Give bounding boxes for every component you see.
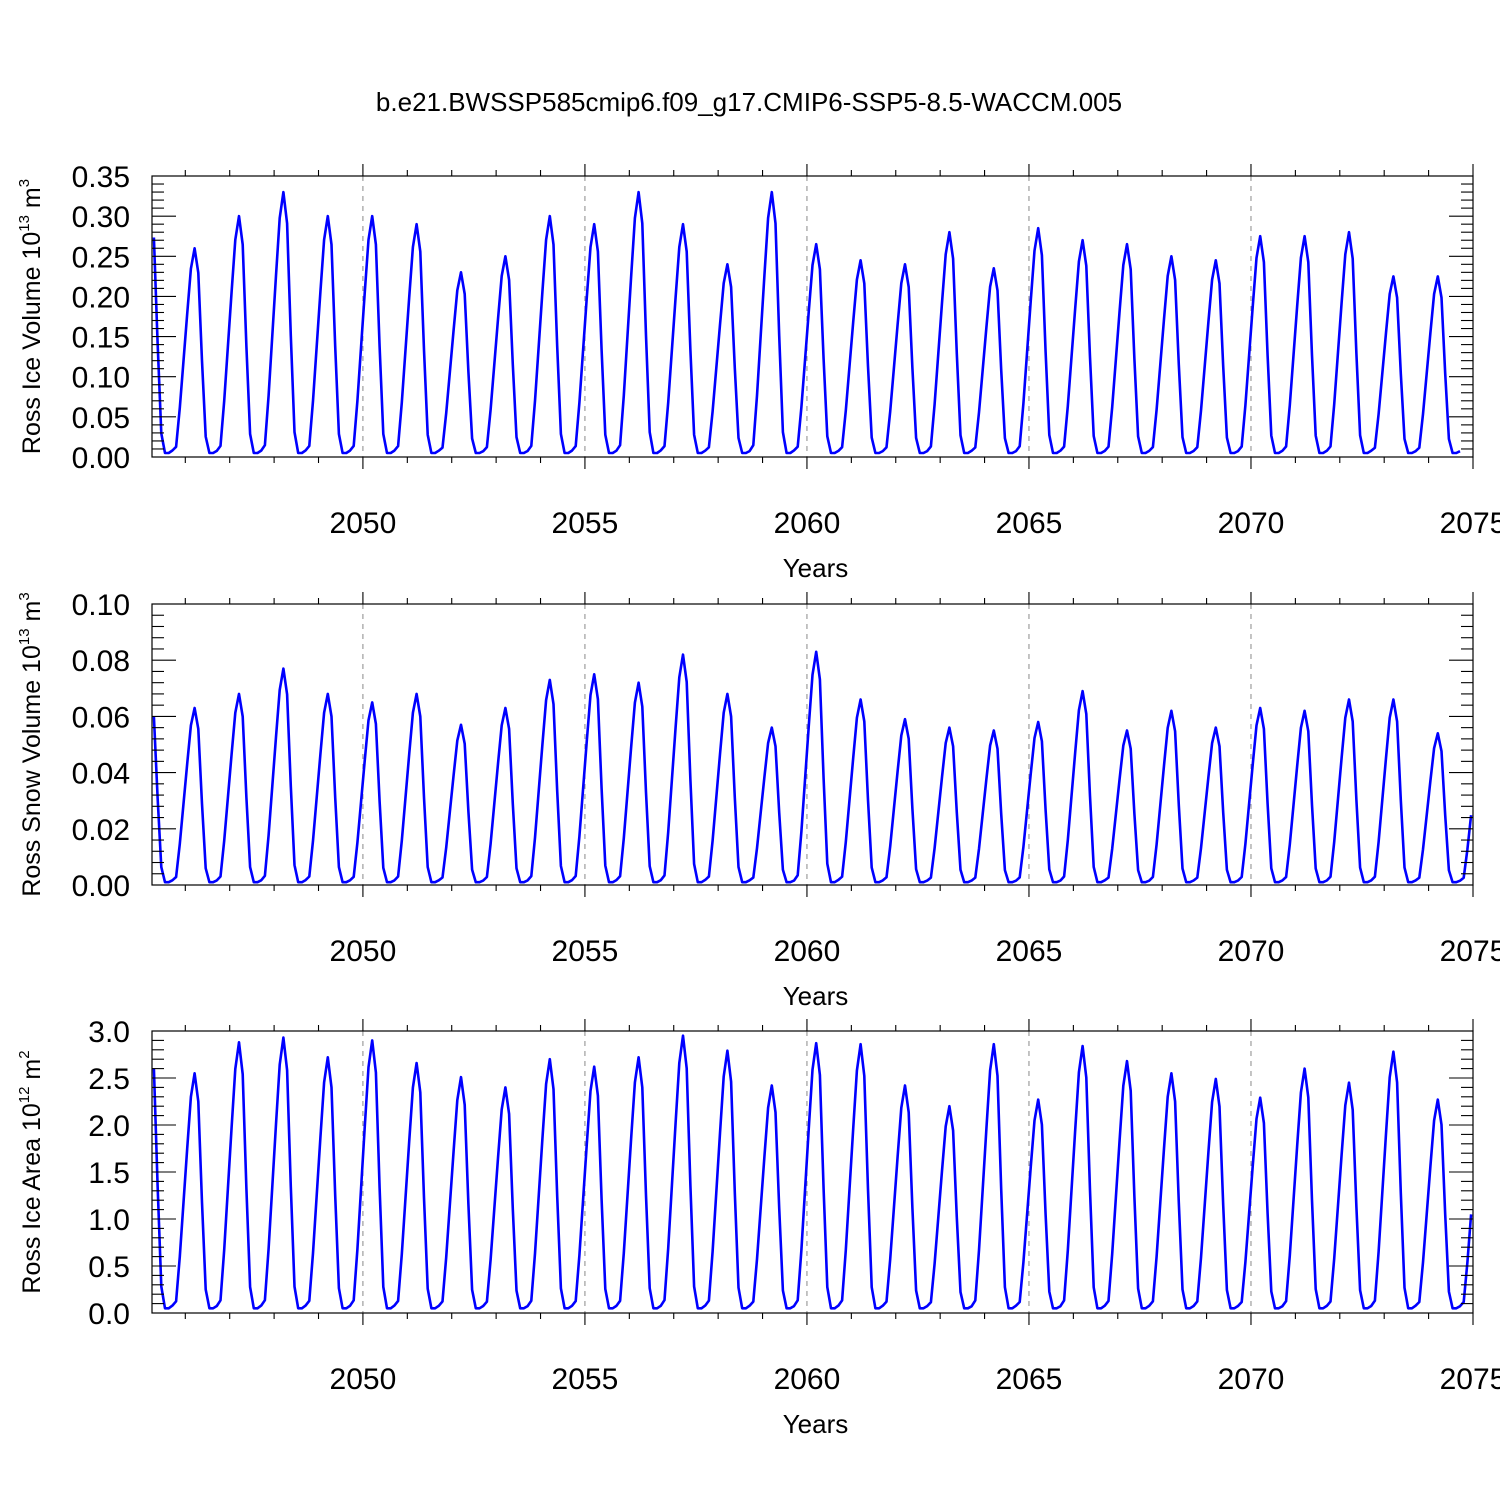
y-tick-label: 2.5: [88, 1063, 130, 1096]
x-tick-label: 2050: [330, 507, 397, 540]
x-tick-label: 2065: [996, 1363, 1063, 1396]
y-axis-label-unit-exponent: 2: [16, 1050, 33, 1058]
y-tick-label: 0.02: [72, 814, 130, 847]
y-axis-label: Ross Ice Area 1012 m2: [16, 1050, 46, 1293]
x-tick-label: 2055: [552, 935, 619, 968]
data-series-line: [152, 1034, 1473, 1310]
x-tick-label: 2060: [774, 507, 841, 540]
x-tick-label: 2060: [774, 1363, 841, 1396]
y-axis-label-exponent: 13: [16, 628, 33, 645]
x-tick-label: 2050: [330, 935, 397, 968]
y-tick-label: 2.0: [88, 1110, 130, 1143]
y-tick-label: 0.10: [72, 589, 130, 622]
ice-area-panel: 2050 2055 2060 2065 2070 2075 0.0 0.5 1.0 1.5 2.0 2…: [16, 1016, 1500, 1439]
y-tick-label: 3.0: [88, 1016, 130, 1049]
data-series-line: [152, 190, 1461, 455]
x-tick-label: 2055: [552, 1363, 619, 1396]
y-tick-label: 0.0: [88, 1298, 130, 1331]
plot-frame: [151, 603, 1474, 886]
x-tick-label: 2050: [330, 1363, 397, 1396]
x-tick-label: 2070: [1218, 1363, 1285, 1396]
y-tick-label: 0.06: [72, 701, 130, 734]
x-tick-label: 2055: [552, 507, 619, 540]
y-axis-label-unit: m: [18, 601, 46, 629]
x-axis-label: Years: [783, 553, 849, 583]
x-tick-label: 2060: [774, 935, 841, 968]
y-axis-label-unit: m: [18, 187, 46, 215]
x-tick-label: 2075: [1440, 1363, 1500, 1396]
y-axis-label-text: Ross Ice Area 10: [18, 1103, 46, 1293]
y-tick-label: 0.20: [72, 281, 130, 314]
y-tick-label: 0.00: [72, 870, 130, 903]
y-tick-label: 0.00: [72, 442, 130, 475]
y-axis-label-unit-exponent: 3: [16, 179, 33, 187]
y-tick-label: 1.5: [88, 1157, 130, 1190]
y-axis-label-exponent: 13: [16, 215, 33, 232]
y-axis-label-exponent: 12: [16, 1087, 33, 1104]
y-tick-label: 0.5: [88, 1251, 130, 1284]
snow-volume-panel: 2050 2055 2060 2065 2070 2075 0.00 0.02 0.04 0.06…: [16, 589, 1500, 1011]
y-tick-label: 0.08: [72, 645, 130, 678]
x-tick-label: 2070: [1218, 507, 1285, 540]
plot-frame: [151, 175, 1474, 458]
figure-title: b.e21.BWSSP585cmip6.f09_g17.CMIP6-SSP5-8…: [376, 87, 1122, 117]
x-axis-label: Years: [783, 981, 849, 1011]
y-axis-label-unit-exponent: 3: [16, 592, 33, 600]
x-tick-label: 2065: [996, 935, 1063, 968]
y-axis-label-text: Ross Ice Volume 10: [18, 232, 46, 454]
y-tick-label: 0.10: [72, 362, 130, 395]
y-tick-label: 0.04: [72, 758, 130, 791]
x-axis-label: Years: [783, 1409, 849, 1439]
y-tick-label: 0.25: [72, 241, 130, 274]
data-series-line: [152, 650, 1473, 884]
y-tick-label: 0.35: [72, 161, 130, 194]
x-tick-label: 2065: [996, 507, 1063, 540]
x-tick-label: 2075: [1440, 507, 1500, 540]
y-tick-label: 1.0: [88, 1204, 130, 1237]
y-tick-label: 0.05: [72, 402, 130, 435]
ice-volume-panel: 2050 2055 2060 2065 2070 2075 0.00 0.05 0.10 0.15…: [16, 161, 1500, 583]
y-tick-label: 0.15: [72, 322, 130, 355]
x-tick-label: 2070: [1218, 935, 1285, 968]
y-axis-label: Ross Ice Volume 1013 m3: [16, 179, 46, 454]
y-axis-label-unit: m: [18, 1059, 46, 1087]
y-tick-label: 0.30: [72, 201, 130, 234]
x-tick-label: 2075: [1440, 935, 1500, 968]
y-axis-label: Ross Snow Volume 1013 m3: [16, 592, 46, 896]
y-axis-label-text: Ross Snow Volume 10: [18, 645, 46, 897]
